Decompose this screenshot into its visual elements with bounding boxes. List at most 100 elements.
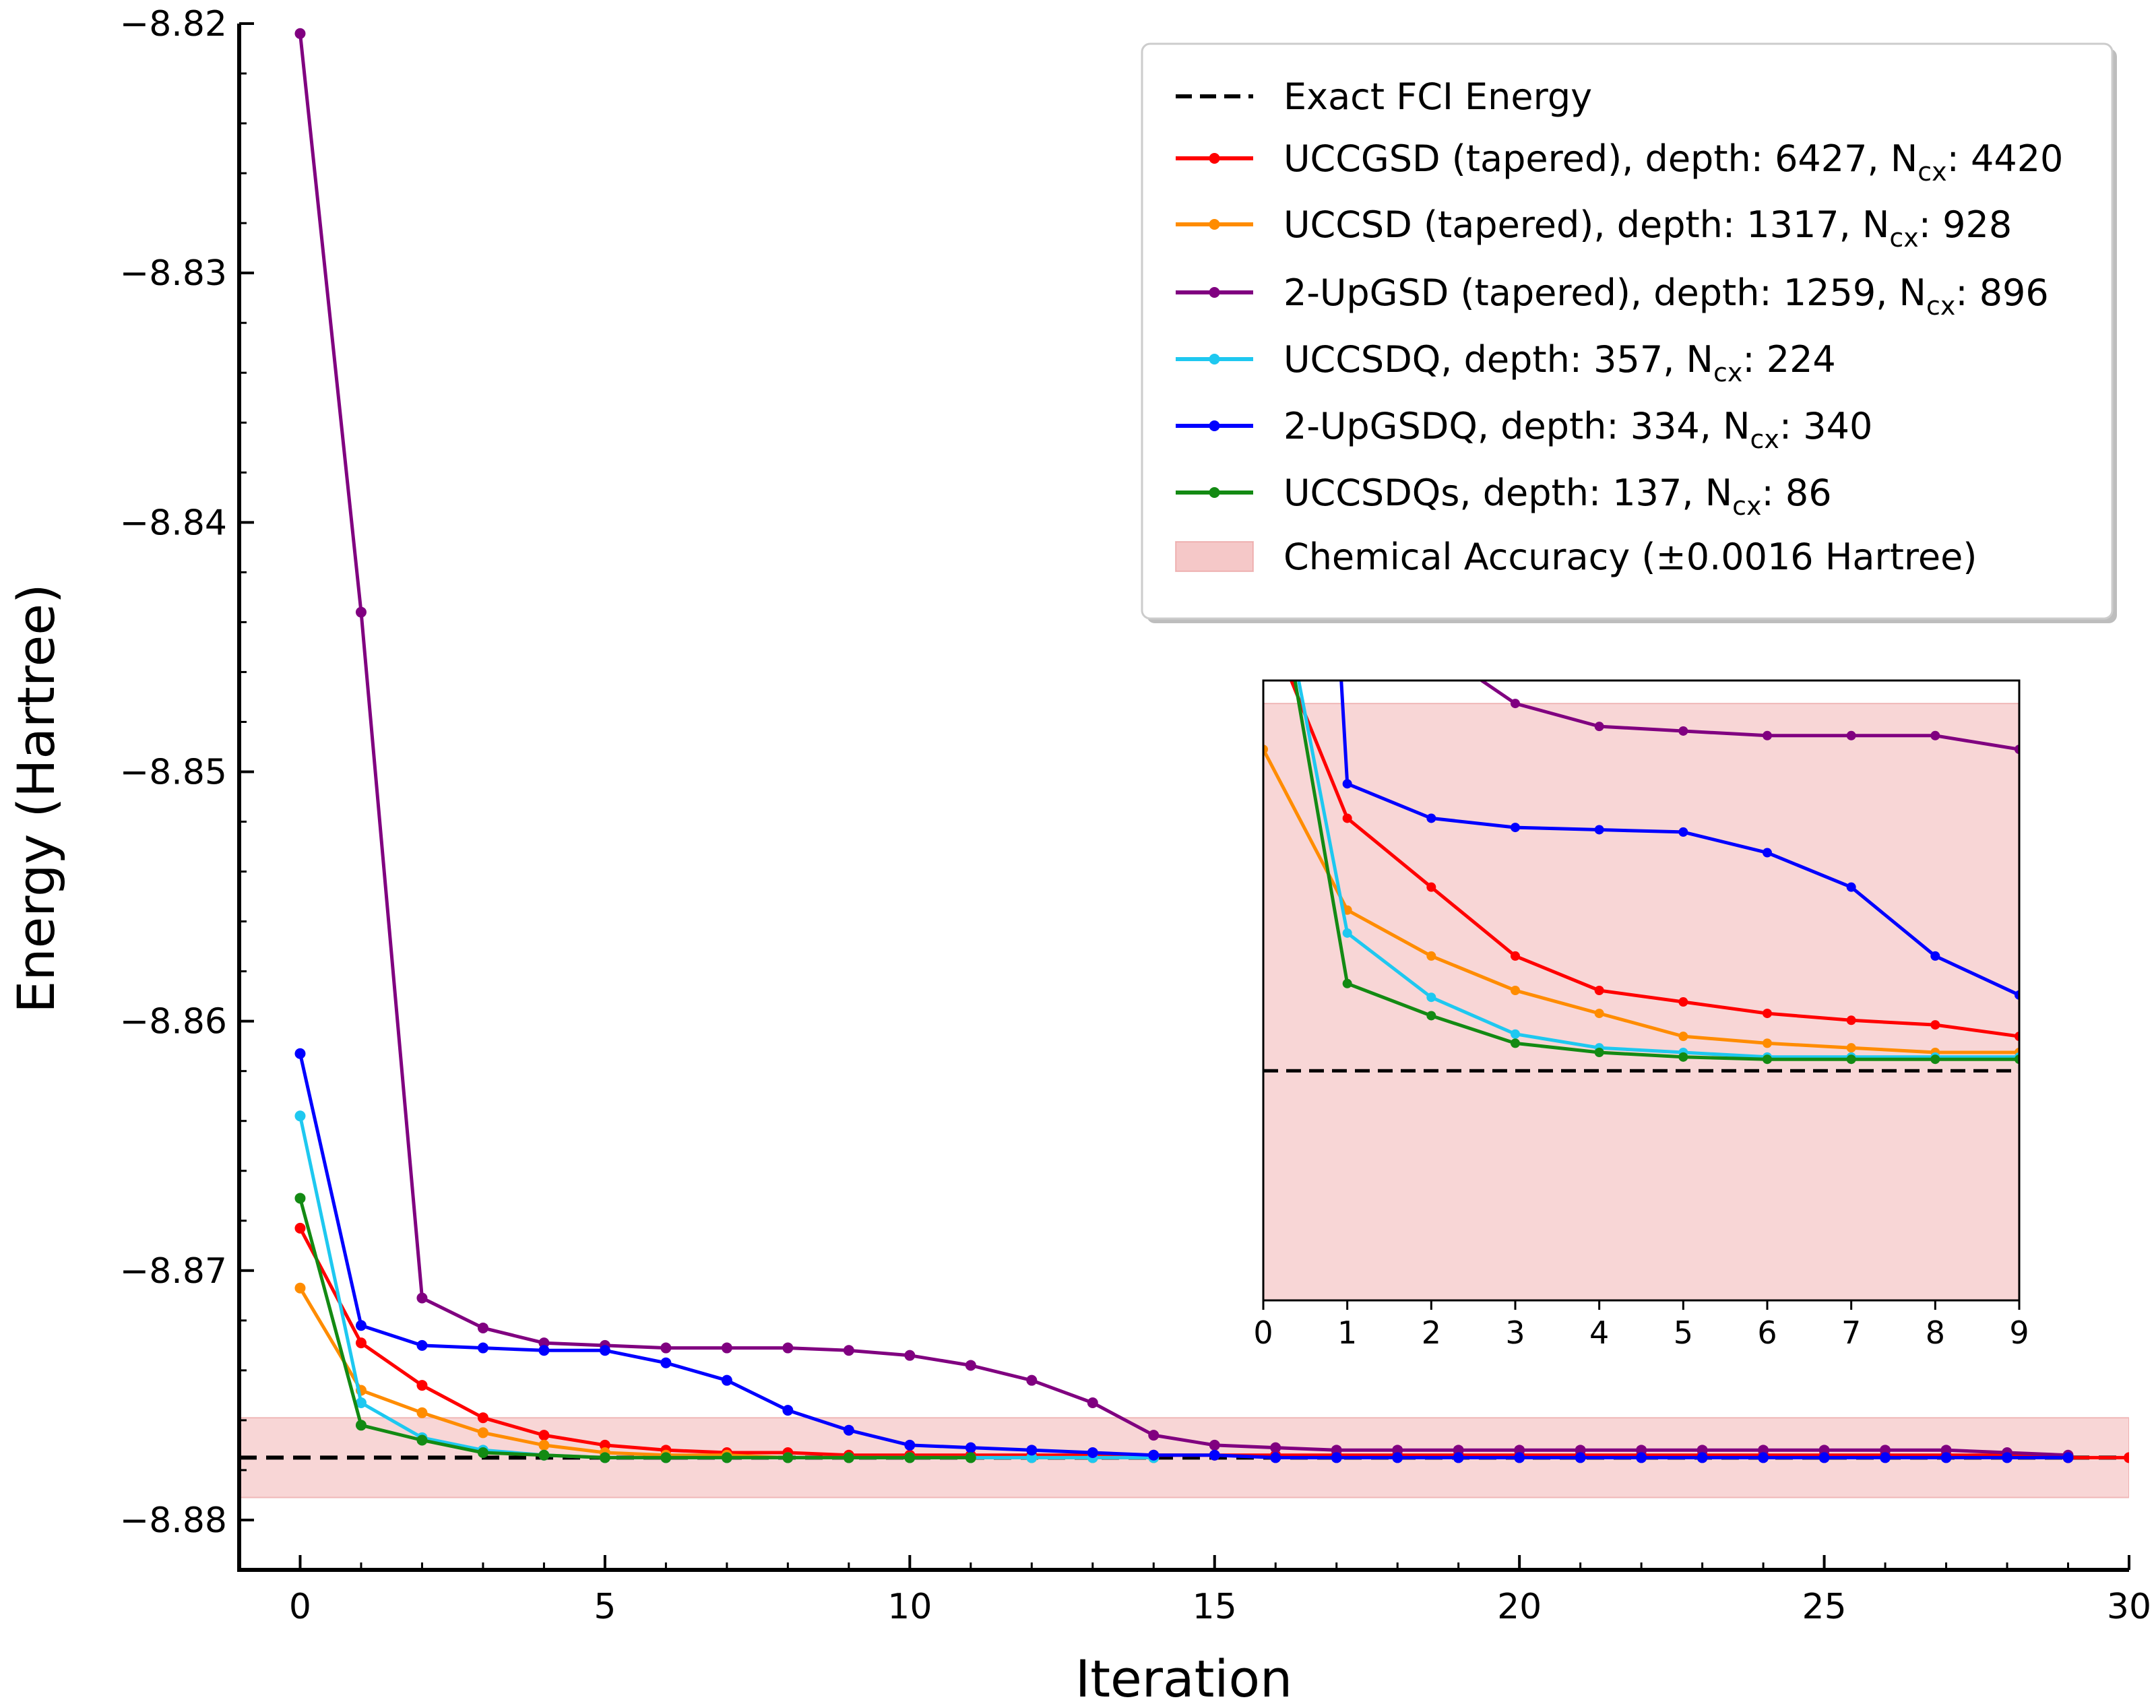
- data-point-uccsdqs: [599, 1452, 610, 1463]
- inset-point-uccsdqs: [1426, 1011, 1436, 1021]
- legend-label-uccgsd: UCCGSD (tapered), depth: 6427, Ncx: 4420: [1283, 137, 2063, 187]
- legend-label-uccsdq: UCCSDQ, depth: 357, Ncx: 224: [1283, 338, 1836, 387]
- data-point-upgsdq: [1575, 1452, 1586, 1463]
- data-point-uccsd: [477, 1427, 488, 1438]
- inset-point-upgsd: [1678, 726, 1688, 736]
- inset-point-uccgsd: [1594, 986, 1604, 995]
- inset-point-uccsd: [1846, 1043, 1856, 1053]
- legend-marker-uccgsd: [1209, 153, 1220, 164]
- data-point-upgsd: [1575, 1445, 1586, 1456]
- inset-point-upgsdq: [1511, 823, 1520, 833]
- legend-frame: [1141, 42, 2114, 620]
- data-point-uccsd: [416, 1407, 428, 1418]
- legend-marker-uccsdq: [1209, 354, 1220, 365]
- inset-point-uccsdqs: [1930, 1054, 1940, 1065]
- inset-point-uccgsd: [1426, 882, 1436, 892]
- data-point-upgsd: [1758, 1445, 1769, 1456]
- inset-point-uccsdqs: [1763, 1054, 1772, 1065]
- x-tick-label: 10: [887, 1587, 932, 1627]
- data-point-uccgsd: [355, 1337, 367, 1349]
- data-point-upgsd: [843, 1345, 854, 1356]
- series-uccsdqs: [294, 1193, 976, 1463]
- inset-point-upgsd: [1846, 730, 1856, 740]
- main-plot-area: 0 5 10 15 20 25 30−8.82−8.83−8.84−8.85−8.86−8.…: [120, 4, 2151, 1627]
- inset-point-upgsdq: [1678, 827, 1688, 837]
- inset-point-upgsdq: [1342, 779, 1352, 789]
- series-line-upgsdq: [298, 1053, 2068, 1459]
- data-point-upgsdq: [1270, 1452, 1281, 1463]
- inset-x-tick-label: 0: [1253, 1315, 1273, 1351]
- legend-label-uccsdqs: UCCSDQs, depth: 137, Ncx: 86: [1283, 472, 1832, 521]
- data-point-upgsd: [294, 28, 306, 39]
- legend-label-fci: Exact FCI Energy: [1283, 75, 1592, 118]
- data-point-uccgsd: [2124, 1452, 2129, 1463]
- data-point-uccsdqs: [538, 1449, 550, 1461]
- inset-point-uccsdqs: [1511, 1038, 1520, 1048]
- inset-series-upgsd: [1478, 681, 2019, 755]
- inset-point-upgsd: [2015, 745, 2019, 755]
- data-point-upgsd: [1026, 1374, 1038, 1386]
- data-point-uccsdqs: [904, 1452, 916, 1463]
- x-tick-label: 15: [1193, 1587, 1237, 1627]
- x-tick-label: 20: [1497, 1587, 1542, 1627]
- series-line-uccsdqs: [298, 1197, 971, 1459]
- data-point-upgsd: [782, 1342, 794, 1354]
- data-point-uccsd: [538, 1439, 550, 1451]
- x-tick-label: 0: [289, 1587, 311, 1627]
- series-line-upgsd: [298, 33, 2068, 1457]
- data-point-upgsdq: [1697, 1452, 1708, 1463]
- data-point-upgsd: [477, 1322, 488, 1333]
- inset-accuracy-band: [1263, 703, 2019, 1300]
- x-tick-label: 30: [2107, 1587, 2151, 1627]
- y-tick-label: −8.85: [120, 752, 227, 792]
- inset-point-upgsdq: [1846, 882, 1856, 892]
- inset-point-uccgsd: [1763, 1009, 1772, 1019]
- data-point-uccsdqs: [355, 1420, 367, 1431]
- inset-x-tick-label: 6: [1757, 1315, 1777, 1351]
- data-point-upgsdq: [1087, 1447, 1098, 1459]
- legend: Exact FCI Energy UCCGSD (tapered), depth:…: [1141, 42, 2117, 623]
- inset-line-uccgsd: [1289, 681, 2019, 1038]
- data-point-upgsdq: [904, 1439, 916, 1451]
- inset-line-uccsdq: [1296, 681, 2019, 1059]
- inset-point-uccsdqs: [1846, 1054, 1856, 1065]
- inset-point-uccsdq: [1511, 1029, 1520, 1039]
- data-point-uccgsd: [294, 1222, 306, 1234]
- data-point-upgsd: [965, 1360, 976, 1371]
- inset-point-uccsdq: [1426, 992, 1436, 1003]
- data-point-upgsdq: [1026, 1445, 1038, 1456]
- data-point-upgsdq: [355, 1320, 367, 1331]
- inset-point-uccsdqs: [2015, 1054, 2019, 1065]
- inset-point-uccsd: [1763, 1038, 1772, 1048]
- data-point-uccsdqs: [843, 1452, 854, 1463]
- data-point-upgsd: [1636, 1445, 1647, 1456]
- data-point-uccsdqs: [416, 1434, 428, 1446]
- data-point-upgsd: [1880, 1445, 1891, 1456]
- data-point-upgsd: [660, 1342, 672, 1354]
- y-tick-label: −8.84: [120, 503, 227, 543]
- inset-point-upgsd: [1930, 730, 1940, 740]
- data-point-upgsd: [1087, 1397, 1098, 1408]
- inset-point-uccsd: [1426, 951, 1436, 961]
- data-point-upgsdq: [721, 1374, 732, 1386]
- inset-point-uccgsd: [1930, 1020, 1940, 1030]
- legend-marker-uccsdqs: [1209, 487, 1220, 498]
- inset-series-uccgsd: [1289, 681, 2019, 1042]
- x-tick-label: 5: [594, 1587, 616, 1627]
- data-point-uccsdq: [294, 1110, 306, 1122]
- data-point-upgsdq: [538, 1345, 550, 1356]
- inset-x-tick-label: 5: [1674, 1315, 1693, 1351]
- data-point-uccsd: [294, 1282, 306, 1294]
- data-point-upgsdq: [1758, 1452, 1769, 1463]
- data-point-upgsdq: [1940, 1452, 1952, 1463]
- data-point-upgsd: [355, 606, 367, 618]
- inset-x-tick-label: 8: [1926, 1315, 1945, 1351]
- inset-line-uccsd: [1263, 749, 2019, 1054]
- data-point-upgsdq: [782, 1405, 794, 1416]
- data-point-upgsd: [1697, 1445, 1708, 1456]
- inset-point-uccgsd: [1342, 813, 1352, 823]
- data-point-upgsd: [904, 1350, 916, 1361]
- data-point-upgsdq: [2062, 1452, 2074, 1463]
- inset-point-uccsd: [1511, 986, 1520, 995]
